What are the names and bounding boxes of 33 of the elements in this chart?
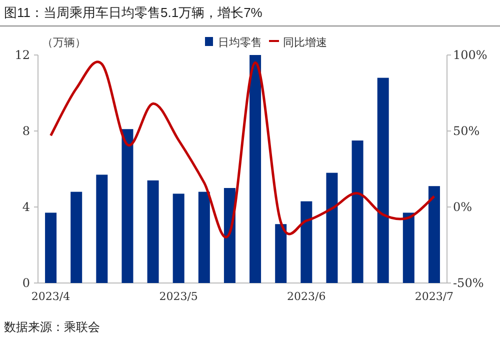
y2-tick-label: 100% [453, 48, 488, 62]
bar [402, 212, 414, 283]
bar [428, 186, 440, 283]
bar [250, 55, 262, 283]
y-tick-label: 4 [22, 200, 30, 214]
y-axis-title: （万辆） [42, 37, 86, 49]
bar [172, 194, 184, 283]
y-tick-label: 8 [22, 124, 30, 138]
bar [96, 174, 108, 283]
chart-title: 图11：当周乘用车日均零售5.1万辆，增长7% [4, 5, 263, 20]
x-tick-label: 2023/4 [31, 290, 70, 303]
y-tick-label: 0 [22, 276, 30, 290]
y2-tick-label: 50% [453, 124, 480, 138]
legend-label: 同比增速 [283, 36, 327, 49]
bar [147, 180, 159, 283]
y2-tick-label: -50% [453, 276, 484, 290]
bar [122, 129, 134, 283]
y2-tick-label: 0% [453, 200, 472, 214]
x-tick-label: 2023/5 [159, 290, 198, 303]
y-tick-label: 12 [14, 48, 30, 62]
x-tick-label: 2023/7 [414, 290, 454, 303]
x-tick-label: 2023/6 [287, 290, 326, 303]
bar [198, 192, 210, 283]
legend-label: 日均零售 [218, 37, 262, 49]
source-note: 数据来源：乘联会 [4, 320, 100, 334]
bar [352, 140, 364, 283]
bar [70, 192, 82, 283]
bar [326, 172, 338, 283]
bar [377, 78, 389, 283]
bar [275, 224, 287, 283]
bar [300, 201, 312, 283]
bar [224, 188, 236, 283]
bar [45, 212, 57, 283]
